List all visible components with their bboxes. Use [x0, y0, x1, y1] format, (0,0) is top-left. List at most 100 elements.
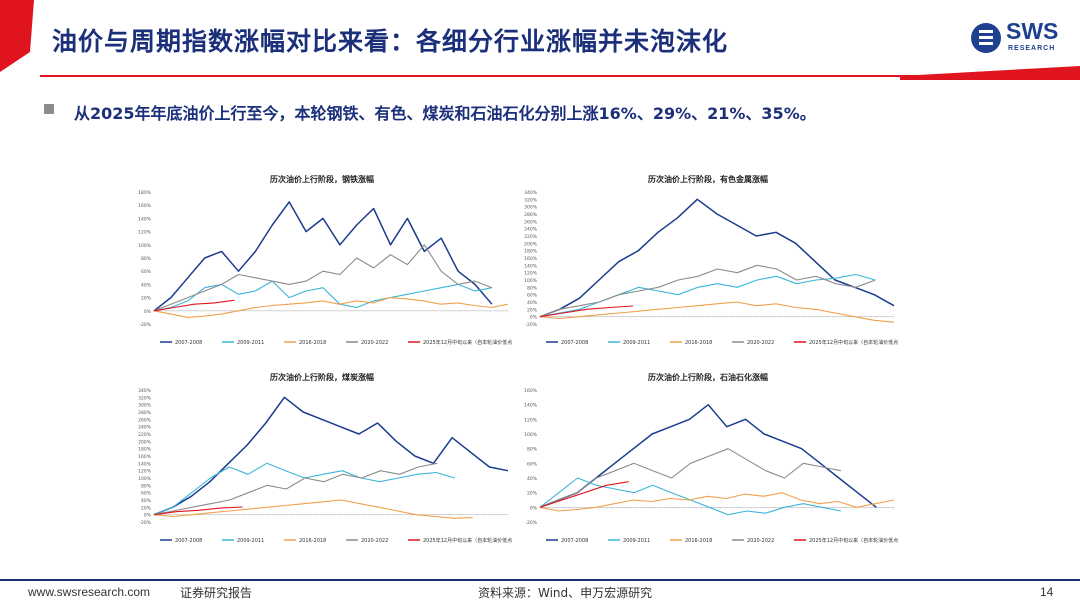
y-tick-label: 220% — [524, 234, 538, 240]
y-tick-label: 140% — [138, 216, 152, 222]
legend-label: 2007-2008 — [175, 538, 202, 544]
series-line-2007-2008 — [539, 198, 895, 318]
summary-text: 从2025年年底油价上行至今，本轮钢铁、有色、煤炭和石油石化分别上涨16%、29… — [74, 104, 816, 123]
header-decoration — [0, 0, 1080, 80]
chart-svg: 历次油价上行阶段，煤炭涨幅 340%320% 300%280%260% 240%220… — [138, 372, 512, 544]
legend-label: 2025年12月中旬以来（自本轮油价低点以来） — [809, 339, 898, 346]
sws-logo: SWS RESEARCH — [970, 18, 1070, 62]
legend-label: 2025年12月中旬以来（自本轮油价低点以来） — [809, 537, 898, 544]
legend-label: 2009-2011 — [623, 538, 650, 544]
y-tick-label: -20% — [139, 520, 151, 526]
series-line-2016-2018 — [539, 492, 895, 512]
y-tick-label: 140% — [138, 461, 152, 467]
legend-label: 2025年12月中旬以来（自本轮油价低点以来） — [423, 537, 512, 544]
y-tick-label: 280% — [138, 410, 152, 416]
series-line-2020-2022 — [539, 264, 876, 318]
chart-steel: 历次油价上行阶段，钢铁涨幅 180% 160% 140% 120% 100% 80% 60% 4… — [132, 168, 512, 356]
y-tick-label: 200% — [524, 241, 538, 247]
y-tick-label: 200% — [138, 439, 152, 445]
series-line-2009-2011 — [153, 462, 456, 516]
y-tick-label: 320% — [138, 395, 152, 401]
legend-label: 2007-2008 — [175, 340, 202, 346]
y-tick-label: 160% — [138, 203, 152, 209]
footer-url[interactable]: www.swsresearch.com — [28, 585, 151, 599]
footer-report-label: 证券研究报告 — [180, 586, 253, 600]
y-tick-label: 60% — [527, 461, 538, 467]
y-tick-label: 180% — [524, 249, 538, 255]
y-tick-label: 40% — [141, 498, 152, 504]
legend-label: 2009-2011 — [237, 538, 264, 544]
y-tick-label: 80% — [141, 256, 152, 262]
y-tick-label: 260% — [524, 219, 538, 225]
y-tick-label: 0% — [530, 315, 538, 321]
legend-label: 2016-2018 — [685, 538, 712, 544]
y-tick-label: 80% — [527, 447, 538, 453]
y-tick-label: 0% — [530, 505, 538, 511]
chart-title: 历次油价上行阶段，石油石化涨幅 — [648, 372, 768, 382]
legend-label: 2025年12月中旬以来（自本轮油价低点以来） — [423, 339, 512, 346]
y-tick-label: 160% — [138, 454, 152, 460]
y-tick-label: 220% — [138, 432, 152, 438]
y-tick-label: 240% — [138, 425, 152, 431]
y-tick-label: 100% — [524, 432, 538, 438]
y-tick-label: 180% — [138, 190, 152, 196]
chart-title: 历次油价上行阶段，煤炭涨幅 — [270, 372, 374, 382]
y-tick-label: 60% — [527, 293, 538, 299]
y-tick-label: 0% — [144, 309, 152, 315]
y-tick-label: 20% — [527, 307, 538, 313]
legend-label: 2020-2022 — [747, 340, 774, 346]
y-tick-label: 80% — [141, 483, 152, 489]
y-tick-label: 100% — [138, 476, 152, 482]
series-line-2007-2008 — [153, 396, 509, 516]
header: 油价与周期指数涨幅对比来看：各细分行业涨幅并未泡沫化 SWS RESEARCH — [0, 0, 1080, 80]
y-tick-label: 60% — [141, 269, 152, 275]
y-tick-label: 280% — [524, 212, 538, 218]
y-tick-label: -20% — [139, 322, 151, 328]
y-tick-label: 40% — [527, 300, 538, 306]
series-line-2025 — [153, 506, 243, 516]
y-tick-label: 160% — [524, 388, 538, 394]
y-tick-label: 260% — [138, 417, 152, 423]
y-tick-label: 20% — [527, 491, 538, 497]
header-red-accent — [0, 0, 34, 72]
logo-text: SWS — [1006, 18, 1059, 44]
series-line-2025 — [153, 299, 235, 312]
legend-label: 2020-2022 — [361, 340, 388, 346]
series-line-2020-2022 — [539, 448, 842, 508]
y-tick-label: 0% — [144, 513, 152, 519]
chart-svg: 历次油价上行阶段，石油石化涨幅 160% 140% 120% 100% 80% 60% 40%… — [524, 372, 898, 544]
y-tick-label: 20% — [141, 296, 152, 302]
logo-mark-icon — [971, 23, 1001, 53]
y-tick-label: 300% — [138, 403, 152, 409]
series-line-2020-2022 — [153, 462, 438, 516]
chart-petrochem: 历次油价上行阶段，石油石化涨幅 160% 140% 120% 100% 80% 60% 40%… — [518, 366, 898, 554]
chart-coal: 历次油价上行阶段，煤炭涨幅 340% 320% 300% 280% 260% 240% 220… — [132, 366, 512, 554]
legend-label: 2007-2008 — [561, 538, 588, 544]
y-tick-label: 20% — [141, 505, 152, 511]
series-line-2016-2018 — [539, 301, 895, 323]
y-tick-label: 340% — [138, 388, 152, 394]
legend-label: 2016-2018 — [299, 538, 326, 544]
y-tick-label: 140% — [524, 403, 538, 409]
y-tick-label: 120% — [524, 271, 538, 277]
legend-label: 2009-2011 — [623, 340, 650, 346]
series-line-2016-2018 — [153, 499, 473, 519]
y-tick-label: 40% — [141, 282, 152, 288]
y-tick-label: 100% — [524, 278, 538, 284]
chart-nonferrous: 历次油价上行阶段，有色金属涨幅 340% 320% 300% 280% 260% 240% 2… — [518, 168, 898, 356]
legend-label: 2020-2022 — [361, 538, 388, 544]
y-tick-label: -20% — [525, 520, 537, 526]
legend-label: 2016-2018 — [685, 340, 712, 346]
y-tick-label: 300% — [524, 205, 538, 211]
y-tick-label: 40% — [527, 476, 538, 482]
y-tick-label: 240% — [524, 227, 538, 233]
chart-svg: 历次油价上行阶段，有色金属涨幅340%320%300%280%260%240%2… — [524, 174, 898, 346]
y-tick-label: 120% — [524, 417, 538, 423]
series-line-2025 — [539, 481, 629, 508]
legend-label: 2016-2018 — [299, 340, 326, 346]
chart-svg: 历次油价上行阶段，钢铁涨幅 180% 160% 140% 120% 100% 80% 60% 4… — [138, 174, 512, 346]
logo-subtext: RESEARCH — [1008, 45, 1056, 52]
series-line-2009-2011 — [539, 477, 842, 516]
y-tick-label: 100% — [138, 243, 152, 249]
y-tick-label: 340% — [524, 190, 538, 196]
